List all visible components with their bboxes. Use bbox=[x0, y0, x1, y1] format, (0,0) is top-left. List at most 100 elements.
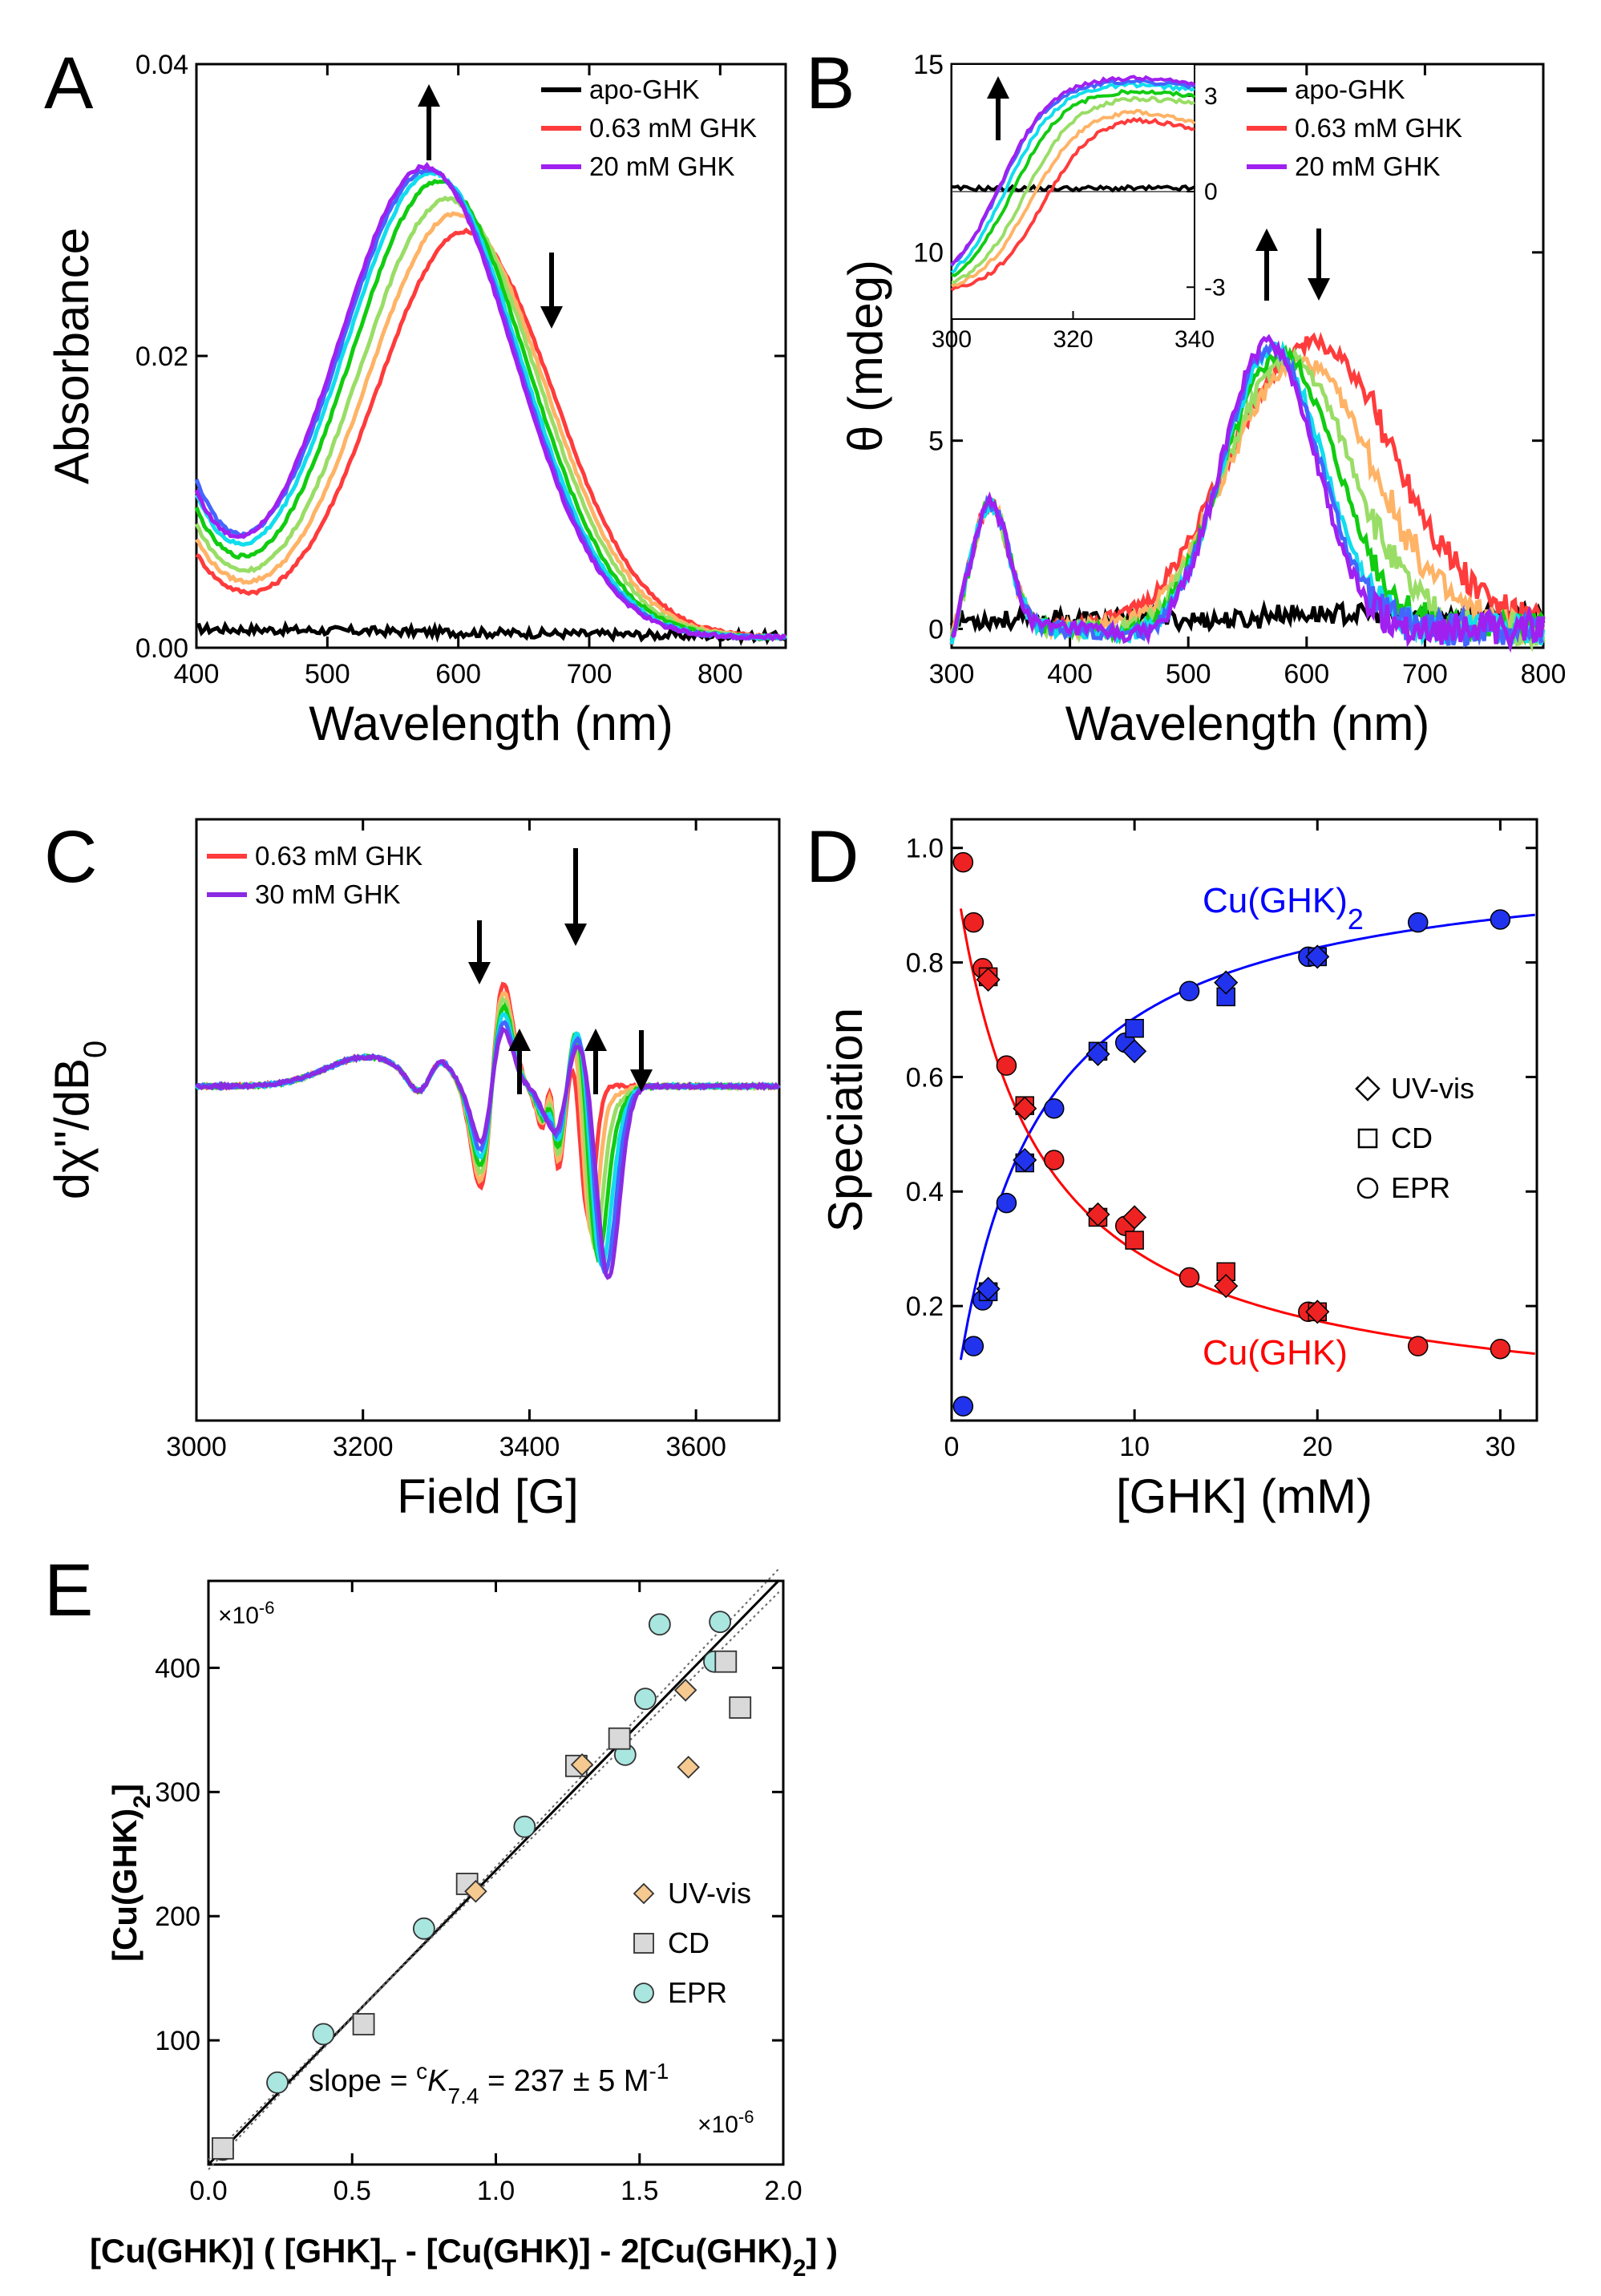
e-legend-label: CD bbox=[668, 1926, 710, 1959]
d-point-bis-diamond bbox=[1305, 944, 1330, 969]
d-point-bis-circle bbox=[952, 1396, 974, 1417]
e-ylabel: [Cu(GHK)2] bbox=[106, 1784, 156, 1962]
b-series-line bbox=[950, 333, 1546, 653]
d-point-bis-circle bbox=[963, 1336, 984, 1356]
e-legend-marker bbox=[633, 1983, 654, 2003]
b-inset-ytick-label: 0 bbox=[1204, 179, 1218, 205]
d-point-mono-diamond bbox=[976, 967, 1001, 992]
a-legend-2-label: 20 mM GHK bbox=[589, 152, 735, 181]
b-x-tick-label: 400 bbox=[1047, 659, 1093, 689]
d-point-bis-diamond bbox=[976, 1276, 1001, 1301]
d-y-tick-label: 0.6 bbox=[906, 1062, 944, 1093]
d-y-tick-label: 0.2 bbox=[906, 1292, 944, 1322]
a-series-line bbox=[194, 161, 786, 642]
b-x-tick-label: 300 bbox=[929, 659, 975, 689]
b-x-tick-label: 800 bbox=[1521, 659, 1567, 689]
d-x-tick-label: 30 bbox=[1485, 1432, 1515, 1462]
d-y-tick-label: 1.0 bbox=[906, 834, 944, 864]
e-point-circle bbox=[648, 1613, 671, 1636]
d-label-bis: Cu(GHK)2 bbox=[1203, 881, 1364, 936]
a-arrow-up-head bbox=[418, 84, 440, 107]
d-point-mono-diamond bbox=[1122, 1205, 1147, 1230]
b-x-tick-label: 600 bbox=[1284, 659, 1329, 689]
d-legend-label: UV-vis bbox=[1391, 1072, 1474, 1105]
e-slope-annotation: slope = cK7.4 = 237 ± 5 M-1 bbox=[309, 2059, 669, 2108]
d-point-mono-circle bbox=[963, 912, 984, 933]
a-series-line bbox=[194, 168, 786, 641]
a-y-tick-label: 0.00 bbox=[135, 633, 188, 664]
a-legend-1-label: 0.63 mM GHK bbox=[589, 113, 757, 143]
d-x-tick-label: 0 bbox=[944, 1432, 960, 1462]
b-arrow-up-head bbox=[1255, 228, 1278, 251]
a-legend-0-label: apo-GHK bbox=[589, 75, 700, 104]
c-ylabel: dχ"/dB0 bbox=[45, 1041, 113, 1199]
a-xlabel: Wavelength (nm) bbox=[309, 697, 673, 750]
c-x-tick-label: 3400 bbox=[499, 1432, 560, 1462]
b-inset-ytick-label: -3 bbox=[1204, 274, 1226, 301]
d-point-mono-circle bbox=[1407, 1336, 1429, 1356]
d-legend-label: CD bbox=[1391, 1122, 1433, 1154]
d-point-bis-diamond bbox=[1086, 1041, 1110, 1066]
e-legend-label: EPR bbox=[668, 1976, 727, 2009]
b-x-tick-label: 500 bbox=[1166, 659, 1211, 689]
d-ylabel: Speciation bbox=[819, 1008, 872, 1232]
c-arrow-down-2-head bbox=[564, 924, 587, 946]
d-y-tick-label: 0.8 bbox=[906, 948, 944, 978]
b-y-tick-label: 0 bbox=[928, 614, 944, 645]
d-point-mono-diamond bbox=[1214, 1274, 1239, 1299]
panel-b-chart: 300 400 500 600 700 800 0 5 10 15 Wavelength (nm) θ… bbox=[839, 50, 1566, 750]
e-point-square bbox=[714, 1650, 738, 1673]
b-inset-xtick-label: 340 bbox=[1174, 326, 1215, 353]
a-x-tick-label: 700 bbox=[567, 659, 613, 689]
e-x-tick-label: 0.0 bbox=[189, 2176, 227, 2206]
b-inset-series-line bbox=[950, 75, 1196, 266]
e-point-circle bbox=[513, 1815, 536, 1838]
d-point-mono-circle bbox=[1490, 1338, 1511, 1360]
d-legend-marker bbox=[1357, 1128, 1378, 1149]
e-slope-unit-sup: -1 bbox=[649, 2059, 669, 2084]
b-inset-xtick-label: 300 bbox=[932, 326, 972, 353]
a-series-line bbox=[194, 168, 787, 641]
c-xlabel: Field [G] bbox=[397, 1469, 579, 1523]
e-x-tick-label: 0.5 bbox=[334, 2176, 371, 2206]
d-point-mono-circle bbox=[1179, 1267, 1200, 1288]
b-y-tick-label: 10 bbox=[913, 238, 944, 269]
c-legend-0-label: 0.63 mM GHK bbox=[255, 841, 422, 871]
e-point-circle bbox=[634, 1688, 657, 1711]
d-point-mono-diamond bbox=[1086, 1202, 1110, 1227]
panel-c-chart: 3000 3200 3400 3600 Field [G] dχ"/dB0 0.63 mM … bbox=[45, 818, 781, 1523]
e-slope-prefix: slope = bbox=[309, 2064, 416, 2098]
d-point-bis-diamond bbox=[1013, 1147, 1037, 1173]
d-label-bis-sub: 2 bbox=[1348, 903, 1364, 936]
b-x-tick-label: 700 bbox=[1402, 659, 1448, 689]
plot-frame bbox=[195, 818, 781, 1422]
c-x-tick-label: 3200 bbox=[333, 1432, 394, 1462]
d-point-bis-circle bbox=[1044, 1097, 1065, 1119]
c-legend-1-label: 30 mM GHK bbox=[255, 879, 401, 909]
c-x-tick-label: 3000 bbox=[166, 1432, 227, 1462]
plot-frame bbox=[950, 63, 1545, 649]
e-ylabel-sub: 2 bbox=[129, 1795, 156, 1809]
d-point-bis-circle bbox=[1407, 912, 1429, 933]
b-inset-arrow-up-head bbox=[987, 76, 1009, 99]
a-ylabel: Absorbance bbox=[45, 228, 99, 484]
e-point-square bbox=[212, 2136, 234, 2160]
c-arrow-up-2-head bbox=[584, 1029, 607, 1051]
b-inset-series-line bbox=[950, 116, 1195, 292]
plot-frame bbox=[950, 818, 1538, 1422]
panel-d-chart: 0 10 20 30 0.2 0.4 0.6 0.8 1.0 [GHK] (mM) Speciati… bbox=[819, 818, 1538, 1523]
d-x-tick-label: 10 bbox=[1119, 1432, 1150, 1462]
panel-a-chart: 400 500 600 700 800 0.00 0.02 0.04 Wavelength (n… bbox=[45, 50, 787, 750]
e-legend-marker bbox=[633, 1882, 655, 1905]
d-point-bis-square bbox=[1125, 1018, 1144, 1038]
d-point-mono-circle bbox=[952, 851, 974, 873]
e-point-square bbox=[608, 1727, 631, 1750]
c-series-line bbox=[196, 1025, 779, 1280]
b-ylabel: θ (mdeg) bbox=[839, 260, 892, 452]
d-point-mono-diamond bbox=[1305, 1300, 1330, 1324]
d-point-bis-diamond bbox=[1214, 970, 1239, 995]
panel-letter-c: C bbox=[44, 816, 97, 898]
d-point-bis-circle bbox=[996, 1192, 1017, 1214]
d-point-bis-circle bbox=[1490, 909, 1511, 930]
d-xlabel: [GHK] (mM) bbox=[1116, 1469, 1373, 1523]
